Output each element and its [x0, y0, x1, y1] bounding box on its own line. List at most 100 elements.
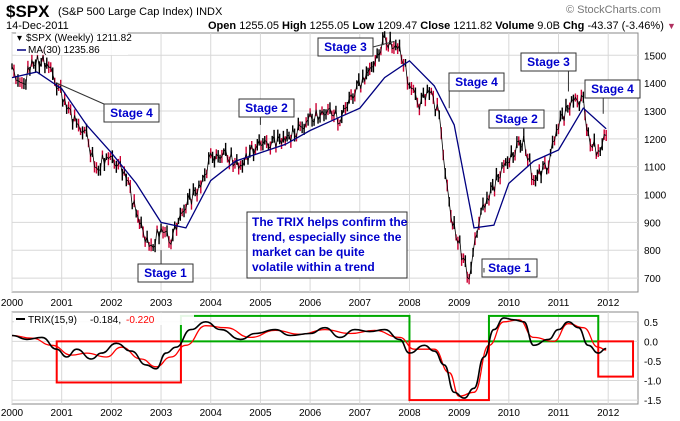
trix-y-tick-label: 0.5: [644, 318, 658, 329]
signal-legend-value: -0.220: [126, 315, 155, 326]
trix-x-tick-label: 2003: [150, 408, 173, 419]
open-value: 1255.05: [239, 20, 279, 32]
ma-legend-label: MA(30) 1235.86: [28, 45, 100, 56]
callout-box: [520, 52, 577, 72]
trix-x-tick-label: 2005: [249, 408, 272, 419]
low-label: Low: [352, 20, 375, 32]
stage-label: Stage 3: [527, 55, 570, 69]
trix-legend-label: TRIX(15,9): [28, 315, 77, 326]
callout-box: [238, 98, 295, 118]
price-y-tick-label: 900: [644, 218, 661, 229]
callout-box: [584, 79, 641, 99]
trix-signal-line: [11, 319, 607, 397]
ticker-fullname: (S&P 500 Large Cap Index): [58, 6, 193, 18]
trix-x-tick-label: 2008: [398, 408, 421, 419]
callout-pointer: [372, 40, 395, 48]
trix-x-tick-label: 2009: [448, 408, 471, 419]
callout-box: [488, 109, 545, 129]
ma-line: [11, 59, 607, 229]
trix-x-tick-label: 2000: [1, 408, 24, 419]
low-value: 1209.47: [377, 20, 418, 32]
price-x-tick-label: 2012: [597, 298, 620, 309]
uptrend-region-box: [179, 314, 411, 343]
stage-label: Stage 4: [455, 75, 498, 89]
trix-y-tick-label: -1.5: [644, 396, 662, 407]
trix-y-tick-label: 0.0: [644, 337, 658, 348]
volume-label: Volume: [495, 20, 535, 32]
callout-pointer: [56, 82, 105, 105]
trix-y-tick-label: -0.5: [644, 357, 662, 368]
volume-value: 9.0B: [537, 20, 560, 32]
price-y-tick-label: 1000: [644, 191, 667, 202]
stage-label: Stage 3: [324, 40, 367, 54]
trix-legend-bg: [14, 313, 194, 325]
price-x-tick-label: 2007: [349, 298, 372, 309]
note-line: The TRIX helps confirm the: [252, 215, 408, 229]
price-x-tick-label: 2005: [249, 298, 272, 309]
downtrend-region-box: [408, 340, 490, 402]
price-legend-bg: [16, 31, 128, 55]
callout-box: [103, 103, 160, 123]
trix-x-tick-label: 2006: [299, 408, 322, 419]
trix-y-tick-label: -1.0: [644, 377, 662, 388]
price-close-line: [11, 33, 607, 280]
close-value: 1211.82: [453, 20, 493, 32]
chg-label: Chg: [562, 20, 585, 32]
downtrend-region-box: [55, 340, 182, 384]
quote-summary: Open 1255.05 High 1255.05 Low 1209.47 Cl…: [208, 20, 676, 32]
price-x-tick-label: 2003: [150, 298, 173, 309]
callout-box: [137, 263, 194, 283]
open-label: Open: [208, 20, 237, 32]
trix-legend-value: -0.184,: [90, 315, 121, 326]
price-x-tick-label: 2008: [398, 298, 421, 309]
price-x-tick-label: 2011: [548, 298, 570, 309]
stage-label: Stage 1: [144, 266, 187, 280]
trix-x-tick-label: 2001: [51, 408, 74, 419]
down-triangle-icon: ▼: [666, 21, 676, 31]
trix-x-tick-label: 2012: [597, 408, 620, 419]
price-x-tick-label: 2010: [498, 298, 521, 309]
price-legend-label: $SPX (Weekly) 1211.82: [26, 33, 132, 44]
stage-label: Stage 2: [495, 112, 538, 126]
price-y-tick-label: 1200: [644, 135, 667, 146]
quote-date: 14-Dec-2011: [6, 20, 69, 32]
ticker-name: (S&P 500 Large Cap Index) INDX: [58, 6, 222, 18]
stage-label: Stage 2: [245, 101, 288, 115]
trix-x-tick-label: 2002: [100, 408, 123, 419]
price-y-tick-label: 1400: [644, 79, 667, 90]
price-x-tick-label: 2002: [100, 298, 123, 309]
ticker-symbol: $SPX: [6, 2, 50, 21]
price-x-tick-label: 2001: [51, 298, 74, 309]
price-y-tick-label: 1100: [644, 163, 666, 174]
trix-x-tick-label: 2010: [498, 408, 521, 419]
price-y-tick-label: 1300: [644, 107, 667, 118]
stage-label: Stage 4: [110, 106, 153, 120]
high-value: 1255.05: [309, 20, 350, 32]
callout-box: [481, 258, 538, 278]
stage-label: Stage 4: [591, 82, 634, 96]
price-x-tick-label: 2004: [200, 298, 223, 309]
note-line: market can be quite: [252, 245, 365, 259]
trix-x-tick-label: 2011: [548, 408, 570, 419]
stage-label: Stage 1: [488, 261, 531, 275]
note-line: volatile within a trend: [252, 260, 375, 274]
brand-watermark: © StockCharts.com: [566, 4, 661, 16]
note-box: [246, 211, 408, 279]
price-y-tick-label: 800: [644, 246, 661, 257]
price-x-tick-label: 2000: [1, 298, 24, 309]
price-y-tick-label: 1500: [644, 51, 667, 62]
trix-line: [11, 317, 607, 399]
price-x-tick-label: 2009: [448, 298, 471, 309]
trix-x-tick-label: 2004: [200, 408, 223, 419]
note-line: trend, especially since the: [252, 230, 402, 244]
high-label: High: [282, 20, 307, 32]
price-x-tick-label: 2006: [299, 298, 322, 309]
trix-x-tick-label: 2007: [349, 408, 372, 419]
price-y-tick-label: 700: [644, 274, 661, 285]
close-label: Close: [420, 20, 451, 32]
callout-box: [448, 72, 505, 92]
downtrend-region-box: [597, 340, 635, 378]
chg-value: -43.37 (-3.46%): [587, 20, 664, 32]
candlestick-icon: ▾: [17, 33, 22, 44]
